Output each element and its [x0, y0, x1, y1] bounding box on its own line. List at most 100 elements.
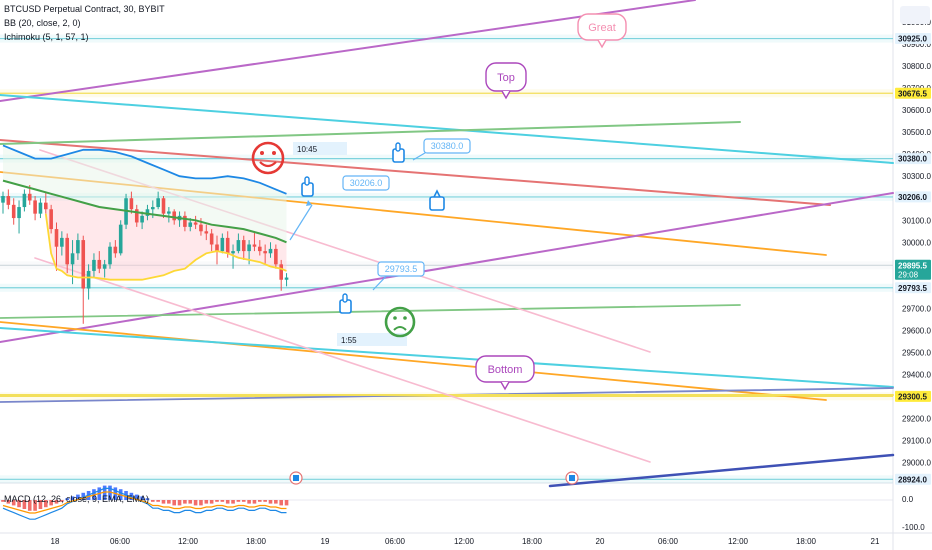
callout-text: Bottom: [488, 364, 523, 376]
macd-bar: [140, 496, 144, 500]
bb-upper-line: [2, 144, 287, 195]
price-tick-label: 29100.0: [902, 437, 931, 446]
svg-text:30925.0: 30925.0: [898, 35, 927, 44]
candle: [252, 244, 257, 247]
price-level-badge: 30206.0: [895, 191, 931, 203]
price-tick-label: 30500.0: [902, 128, 931, 137]
candle: [183, 215, 187, 227]
macd-bar: [236, 500, 241, 502]
macd-bar: [145, 498, 150, 500]
legend-title[interactable]: BTCUSD Perpetual Contract, 30, BYBIT: [4, 4, 165, 14]
svg-text:29793.5: 29793.5: [898, 284, 927, 293]
macd-bar: [199, 500, 203, 506]
price-tick-label: 30900.0: [902, 40, 931, 49]
macd-line: [2, 487, 287, 520]
candle: [279, 264, 283, 280]
candle: [241, 240, 246, 252]
sad-face-icon: [384, 306, 416, 338]
price-tick-label: 30300.0: [902, 172, 931, 181]
event-flag-icon: [569, 475, 575, 481]
price-level-band: [0, 392, 893, 401]
macd-bar: [274, 500, 278, 504]
macd-bar: [1, 500, 5, 502]
price-level-badge: 28924.0: [895, 473, 931, 485]
arrow-head: [306, 200, 312, 206]
macd-bar: [193, 500, 198, 506]
candle: [49, 209, 53, 230]
candle: [86, 270, 91, 289]
candle: [54, 229, 59, 247]
candle: [44, 202, 48, 210]
candle: [167, 211, 171, 214]
macd-bar: [268, 500, 273, 504]
time-tick-label: 21: [871, 537, 880, 546]
legend-bb[interactable]: BB (20, close, 2, 0): [4, 18, 81, 28]
time-range-box: [337, 333, 407, 346]
macd-bar: [241, 500, 246, 502]
macd-bar: [177, 500, 182, 506]
price-level-badge: 29793.5: [895, 282, 931, 294]
candle: [161, 198, 166, 214]
price-tick-label: 29500.0: [902, 348, 931, 357]
candle: [263, 251, 267, 254]
candle: [199, 224, 203, 232]
price-tick-label: 30800.0: [902, 62, 931, 71]
candle: [81, 240, 86, 289]
pointing-hand-icon: [392, 142, 405, 163]
price-tick-label: 30600.0: [902, 106, 931, 115]
legend-macd[interactable]: MACD (12, 26, close, 9, EMA, EMA): [4, 494, 150, 504]
candle: [145, 209, 150, 216]
candle: [134, 209, 139, 223]
macd-bar: [263, 500, 267, 502]
macd-bar: [215, 500, 219, 502]
trend-line: [0, 139, 831, 206]
macd-tick-label: -100.0: [902, 523, 925, 532]
macd-bar: [60, 500, 64, 502]
candle: [102, 264, 107, 269]
macd-bar: [38, 500, 43, 509]
price-level-band: [0, 283, 893, 292]
candle: [284, 277, 289, 280]
macd-bar: [188, 500, 193, 504]
trend-line: [0, 321, 827, 401]
time-tick-label: 18:00: [796, 537, 817, 546]
candle: [22, 193, 27, 208]
time-tick-label: 12:00: [178, 537, 199, 546]
time-tick-label: 18: [51, 537, 60, 546]
macd-bar: [183, 500, 187, 504]
candle: [268, 248, 273, 254]
candle: [231, 251, 235, 254]
macd-bar: [65, 498, 69, 500]
trend-line: [0, 0, 696, 102]
callout-tail: [597, 39, 607, 49]
price-tick-label: 29600.0: [902, 326, 931, 335]
legend-ichimoku[interactable]: Ichimoku (5, 1, 57, 1): [4, 32, 89, 42]
trend-line: [0, 121, 741, 145]
macd-bar: [284, 500, 289, 506]
candle: [92, 259, 96, 271]
time-tick-label: 12:00: [728, 537, 749, 546]
trend-line: [0, 192, 894, 343]
macd-bar: [134, 494, 139, 500]
price-callout-text: 29793.5: [385, 264, 418, 274]
callout-tail: [501, 90, 511, 100]
candle: [17, 207, 21, 219]
macd-bar: [172, 500, 176, 506]
candle: [151, 207, 155, 210]
macd-bar: [22, 500, 27, 509]
time-tick-label: 20: [596, 537, 605, 546]
candle: [97, 259, 102, 269]
macd-bar: [204, 500, 209, 504]
trend-line: [0, 304, 741, 319]
candle: [113, 246, 118, 254]
macd-tick-label: 0.0: [902, 495, 914, 504]
candle: [274, 248, 278, 265]
price-level-band: [0, 89, 893, 98]
settings-button: [900, 6, 930, 24]
macd-bar: [108, 485, 112, 500]
candle: [247, 244, 251, 252]
event-flag-icon: [293, 475, 299, 481]
time-tick-label: 06:00: [110, 537, 131, 546]
time-tick-label: 06:00: [385, 537, 406, 546]
